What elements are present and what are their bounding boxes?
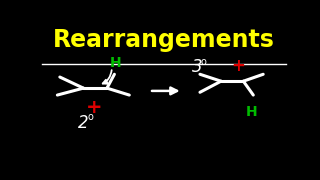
Text: +: + bbox=[231, 57, 245, 75]
Text: 3: 3 bbox=[192, 58, 203, 76]
Text: o: o bbox=[201, 57, 207, 68]
Text: 2: 2 bbox=[78, 114, 89, 132]
Text: H: H bbox=[110, 56, 122, 70]
Text: H: H bbox=[246, 105, 258, 119]
Text: o: o bbox=[88, 112, 94, 122]
Text: Rearrangements: Rearrangements bbox=[53, 28, 275, 52]
Text: +: + bbox=[86, 98, 103, 117]
